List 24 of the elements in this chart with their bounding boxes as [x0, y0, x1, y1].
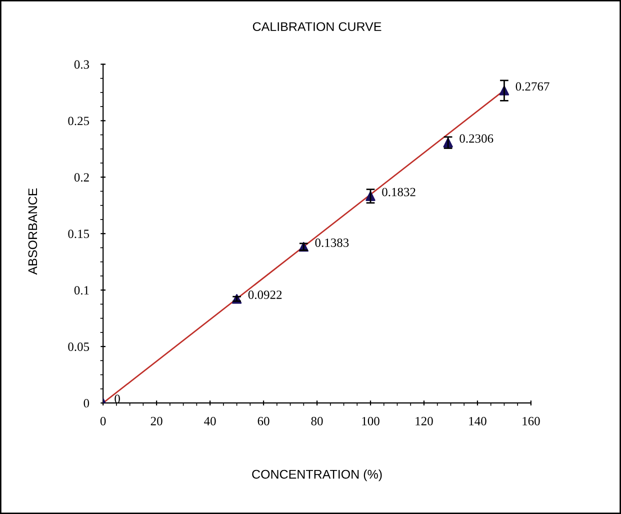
data-label: 0.0922	[248, 290, 282, 300]
x-tick-label: 120	[416, 416, 433, 426]
y-tick-label: 0.1	[74, 286, 89, 295]
x-tick-label: 160	[522, 416, 540, 426]
x-axis-title: CONCENTRATION (%)	[252, 470, 382, 482]
data-label: 0.2306	[460, 134, 494, 143]
y-tick-label: 0.25	[68, 116, 90, 126]
x-tick-label: 140	[469, 416, 486, 426]
x-tick-label: 40	[204, 416, 216, 426]
x-tick-label: 100	[362, 416, 380, 426]
x-tick-label: 80	[311, 416, 323, 426]
y-tick-label: 0	[84, 399, 90, 408]
data-label: 0.1832	[382, 188, 416, 196]
x-tick-label: 20	[150, 416, 162, 426]
data-label: 0.2767	[516, 82, 550, 91]
y-tick-label: 0.2	[74, 173, 89, 182]
data-label: 0.1383	[315, 238, 349, 247]
y-axis-title: ABSORBANCE	[28, 188, 38, 275]
y-tick-label: 0.15	[68, 230, 90, 238]
y-tick-label: 0.3	[74, 60, 90, 69]
x-tick-label: 0	[100, 416, 106, 426]
chart-title: CALIBRATION CURVE	[252, 22, 382, 32]
y-tick-label: 0.05	[68, 342, 90, 352]
x-tick-label: 60	[258, 416, 270, 426]
